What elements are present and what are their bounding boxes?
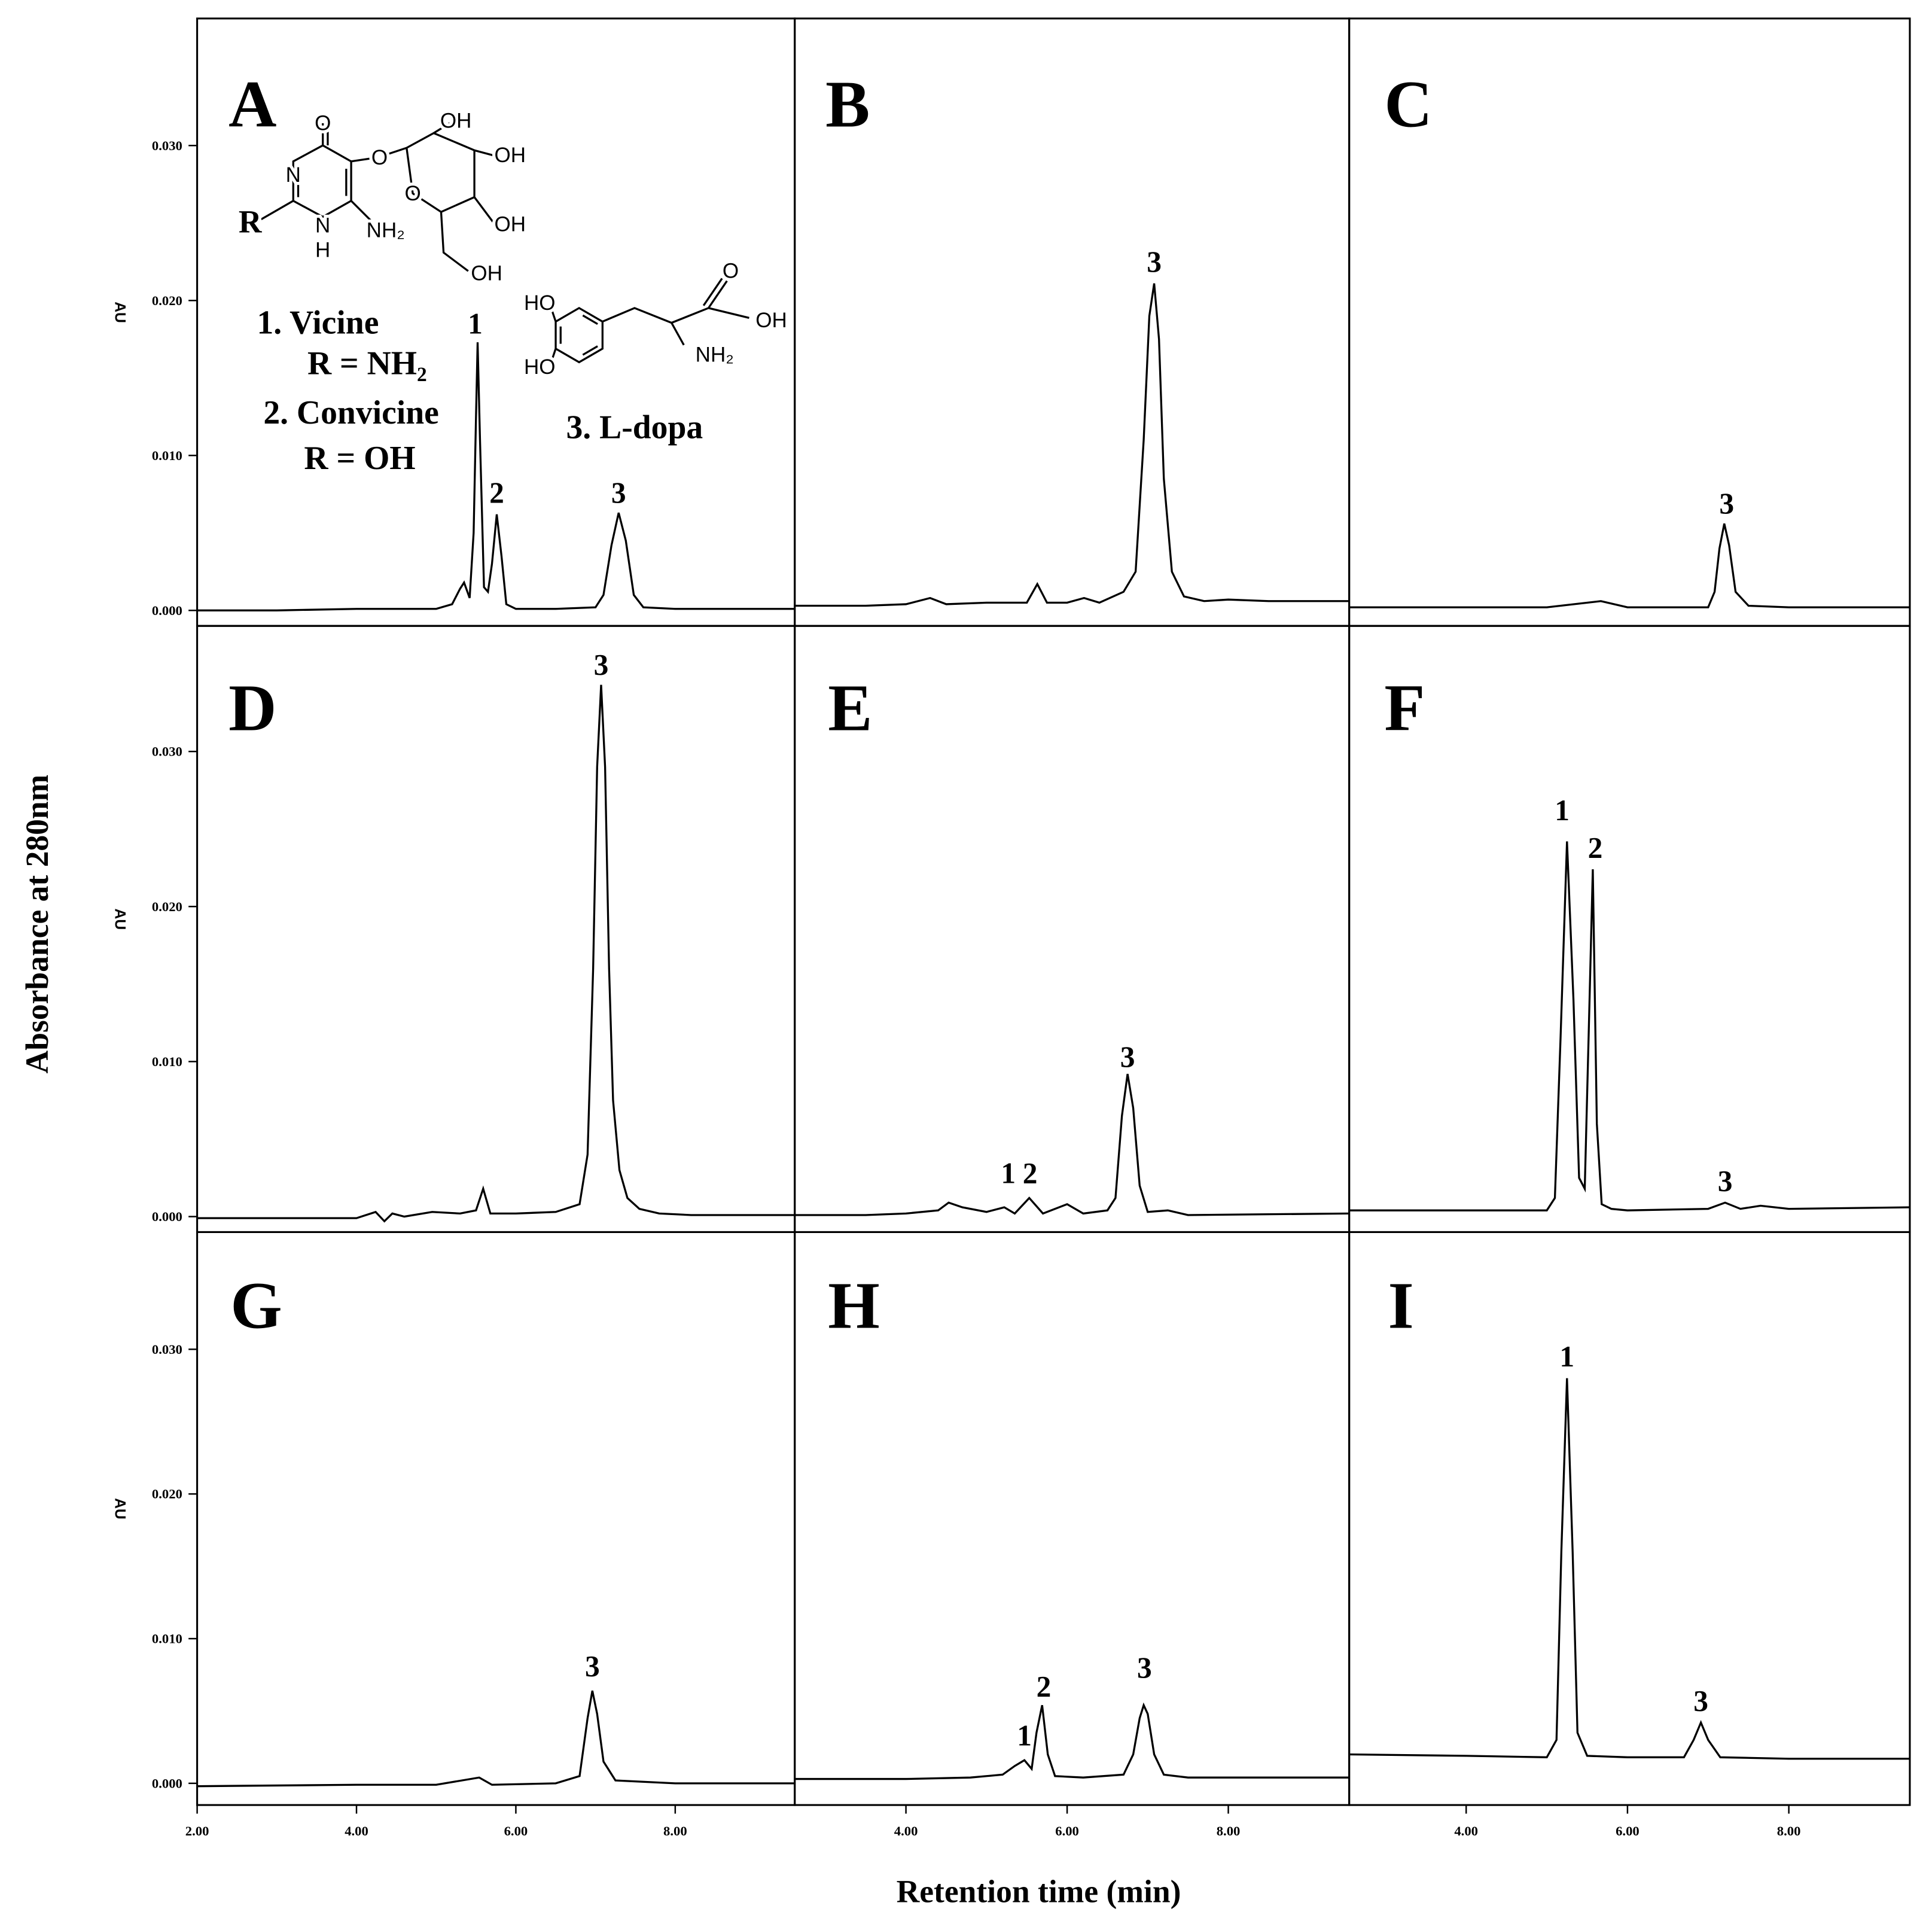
panel-letter: C	[1384, 68, 1432, 142]
panel-frame	[794, 17, 1351, 627]
panel-letter: H	[828, 1270, 880, 1343]
panel-letter: A	[228, 68, 276, 142]
x-tick-label: 6.00	[1055, 1824, 1079, 1838]
compound-note: 2. Convicine	[263, 394, 439, 431]
x-tick-label: 4.00	[894, 1824, 918, 1838]
atom-label: OH	[471, 262, 502, 285]
peak-label: 1	[468, 308, 483, 340]
y-tick-label: 0.030	[152, 138, 182, 153]
panel-letter: B	[825, 68, 870, 142]
peak-label: 1	[1559, 1340, 1574, 1373]
peak-label: 1	[1555, 794, 1570, 827]
y-unit-label: AU	[111, 302, 127, 323]
atom-label: NH₂	[367, 219, 405, 242]
y-tick-label: 0.010	[152, 448, 182, 463]
peak-label: 3	[1147, 245, 1162, 278]
panel-frame	[1348, 1231, 1911, 1806]
panel-frame	[1348, 625, 1911, 1234]
chromatogram-line	[197, 342, 795, 611]
panel-letter: F	[1384, 672, 1425, 745]
atom-label: OH	[495, 212, 526, 236]
x-axis-label: Retention time (min)	[897, 1873, 1181, 1909]
peak-label: 2	[1588, 831, 1603, 864]
peak-label: 2	[1037, 1670, 1052, 1703]
atom-label: HO	[524, 355, 556, 379]
atom-label: OH	[755, 309, 787, 332]
y-tick-label: 0.020	[152, 899, 182, 914]
panel-frame	[794, 625, 1351, 1234]
chromatogram-line	[794, 283, 1349, 607]
y-tick-label: 0.000	[152, 1776, 182, 1791]
x-tick-label: 4.00	[345, 1824, 368, 1838]
compound-note: 3. L-dopa	[566, 409, 703, 446]
chromatogram-line	[197, 684, 795, 1223]
atom-label: O	[723, 260, 739, 283]
peak-label: 3	[1137, 1651, 1152, 1684]
y-tick-label: 0.030	[152, 1342, 182, 1357]
panel-letter: G	[230, 1270, 282, 1343]
panel-frame	[196, 1231, 796, 1806]
peak-label: 3	[1718, 1164, 1733, 1197]
chromatogram-line	[1349, 841, 1910, 1211]
y-tick-label: 0.030	[152, 744, 182, 759]
compound-note: 1. Vicine	[257, 305, 379, 342]
x-tick-label: 2.00	[185, 1824, 209, 1838]
y-axis-label: Absorbance at 280nm	[19, 775, 55, 1074]
compound-note: R = OH	[304, 440, 415, 477]
x-tick-label: 8.00	[1217, 1824, 1241, 1838]
x-tick-label: 8.00	[663, 1824, 687, 1838]
atom-label: N	[286, 163, 301, 187]
panel-letter: I	[1388, 1270, 1414, 1343]
peak-label: 3	[1719, 487, 1734, 520]
atom-label: H	[315, 239, 330, 262]
y-tick-label: 0.010	[152, 1054, 182, 1069]
panel-frame	[1348, 17, 1911, 627]
panel-letter: E	[828, 672, 872, 745]
panel-letter: D	[228, 672, 276, 745]
panel-frame	[196, 625, 796, 1234]
x-tick-label: 4.00	[1454, 1824, 1478, 1838]
atom-label: HO	[524, 291, 556, 315]
y-tick-label: 0.020	[152, 293, 182, 308]
atom-label: NH₂	[696, 343, 734, 367]
peak-label: 3	[594, 648, 609, 681]
x-tick-label: 8.00	[1777, 1824, 1801, 1838]
y-unit-label: AU	[111, 1498, 127, 1520]
peak-label: 2	[1023, 1156, 1038, 1189]
x-tick-label: 6.00	[504, 1824, 528, 1838]
y-tick-label: 0.000	[152, 1209, 182, 1224]
y-tick-label: 0.020	[152, 1487, 182, 1502]
atom-label: O	[371, 146, 388, 169]
chromatogram-line	[197, 1690, 795, 1788]
atom-label: OH	[495, 144, 526, 167]
chromatogram-line	[794, 1073, 1349, 1216]
atom-label: R	[239, 204, 263, 240]
y-unit-label: AU	[111, 909, 127, 930]
y-tick-label: 0.010	[152, 1631, 182, 1646]
y-tick-label: 0.000	[152, 603, 182, 618]
peak-label: 3	[1693, 1684, 1708, 1717]
peak-label: 1	[1017, 1719, 1032, 1752]
atom-label: N	[315, 214, 330, 237]
chromatogram-line	[1349, 1378, 1910, 1760]
peak-label: 3	[1120, 1040, 1135, 1073]
atom-label: O	[404, 182, 420, 205]
chemical-structures	[260, 122, 749, 364]
peak-label: 1	[1001, 1156, 1016, 1189]
peak-label: 2	[489, 476, 504, 509]
chromatogram-line	[1349, 523, 1910, 608]
x-tick-label: 6.00	[1616, 1824, 1640, 1838]
peak-label: 3	[585, 1649, 600, 1682]
compound-note: R = NH₂	[307, 345, 427, 382]
atom-label: OH	[440, 109, 472, 132]
chromatogram-line	[794, 1702, 1349, 1780]
peak-label: 3	[611, 476, 626, 509]
atom-label: O	[315, 111, 331, 135]
